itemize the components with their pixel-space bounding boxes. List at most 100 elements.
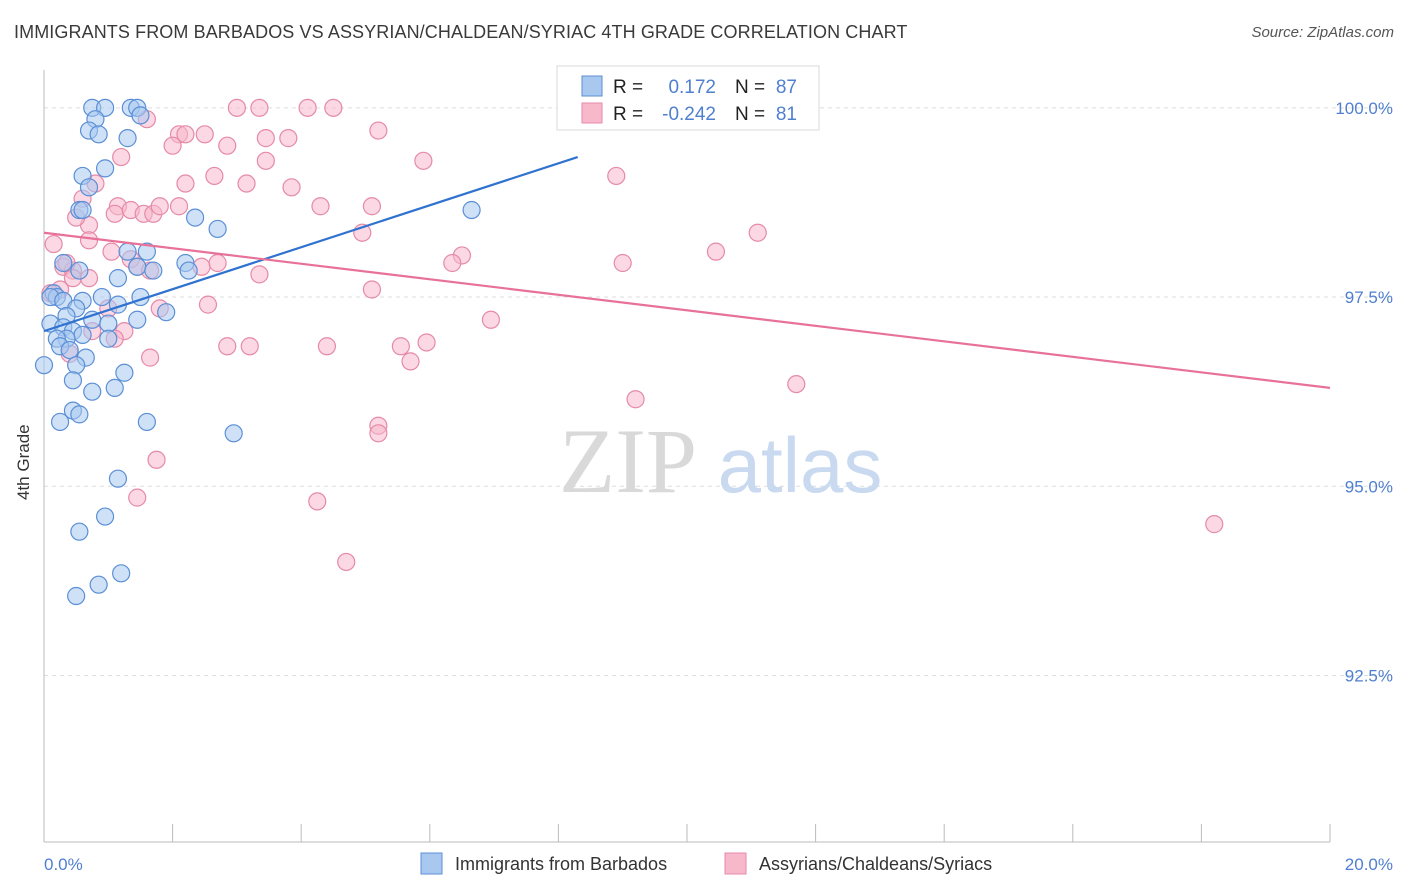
barbados-point [99, 314, 118, 333]
stats-r-value: 0.172 [668, 77, 716, 98]
stats-r-value: -0.242 [662, 104, 716, 125]
assyrian-point [279, 129, 298, 148]
stats-r-label: R = [613, 77, 643, 98]
stats-n-label: N = [735, 77, 765, 98]
assyrian-point [308, 492, 327, 511]
assyrian-point [414, 151, 433, 170]
x-tick-label: 20.0% [1345, 855, 1393, 874]
tick-labels: 100.0% 97.5% 95.0% 92.5% 0.0% 20.0% [44, 99, 1393, 874]
assyrian-point [208, 253, 227, 273]
assyrian-point [626, 390, 645, 409]
barbados-point [157, 303, 176, 322]
assyrian-point [169, 197, 189, 216]
y-tick-label: 92.5% [1345, 666, 1393, 685]
barbados-point [92, 287, 111, 307]
chart-title: IMMIGRANTS FROM BARBADOS VS ASSYRIAN/CHA… [14, 22, 908, 42]
x-tick-label: 0.0% [44, 855, 83, 874]
legend: Immigrants from Barbados Assyrians/Chalde… [420, 852, 992, 875]
assyrian-point [337, 552, 356, 572]
gridlines [44, 107, 1390, 676]
assyrian-point [176, 174, 195, 193]
assyrian-point [112, 147, 131, 167]
assyrian-point [176, 125, 195, 144]
barbados-point [137, 242, 156, 261]
barbados-point [128, 310, 147, 329]
source-label: Source: ZipAtlas.com [1251, 24, 1394, 41]
stats-n-value: 81 [776, 104, 797, 125]
barbados-point [95, 159, 115, 178]
assyrian-point [481, 310, 500, 329]
assyrian-point [324, 98, 343, 117]
barbados-point [67, 586, 86, 606]
assyrian-point [298, 98, 317, 117]
barbados-point [99, 329, 118, 348]
barbados-point [60, 340, 79, 360]
y-tick-label: 95.0% [1345, 477, 1393, 496]
assyrian-point [218, 337, 237, 356]
stats-box: R = 0.172 N = 87 R = -0.242 N = 81 [556, 65, 820, 131]
barbados-point [34, 356, 54, 375]
assyrian-point [79, 231, 99, 250]
legend-barbados-label: Immigrants from Barbados [455, 854, 667, 874]
watermark-zip: ZIP [559, 410, 697, 512]
barbados-point [186, 208, 205, 227]
assyrian-point [102, 242, 121, 261]
stats-r-label: R = [613, 104, 643, 125]
assyrian-point [391, 337, 410, 356]
barbados-point [112, 564, 131, 583]
assyrian-point [237, 174, 256, 193]
barbados-point [89, 575, 108, 594]
assyrian-point [163, 136, 182, 155]
assyrian-point [369, 424, 388, 443]
barbados-point [115, 363, 134, 382]
assyrian-point [443, 253, 462, 273]
assyrian-point [748, 223, 767, 242]
watermark: ZIP atlas [559, 410, 882, 512]
barbados-point [131, 106, 150, 125]
assyrian-point [317, 337, 337, 356]
assyrian-point [369, 121, 388, 140]
barbados-point [70, 261, 89, 280]
assyrian-point [150, 197, 169, 216]
assyrian-point [607, 166, 626, 186]
assyrian-point [128, 488, 147, 507]
barbados-point [73, 200, 92, 220]
assyrian-point [401, 352, 420, 371]
assyrian-point [282, 178, 301, 197]
assyrian-point [140, 348, 160, 367]
axes [43, 70, 1331, 843]
assyrian-point [240, 337, 259, 356]
stats-n-label: N = [735, 104, 765, 125]
barbados-point [70, 405, 89, 424]
stats-n-value: 87 [776, 77, 797, 98]
assyrian-point [195, 125, 214, 144]
assyrian-point [1205, 515, 1224, 534]
assyrian-point [613, 253, 632, 273]
legend-assyrian-label: Assyrians/Chaldeans/Syriacs [759, 854, 992, 874]
assyrian-point [198, 295, 218, 314]
assyrian-point [706, 242, 726, 261]
legend-barbados-swatch [420, 852, 443, 875]
assyrian-point [218, 136, 237, 155]
barbados-point [108, 269, 128, 288]
barbados-trendline [43, 155, 579, 333]
barbados-point [224, 424, 243, 443]
assyrian-point [311, 197, 330, 216]
assyrian-point [250, 265, 269, 284]
barbados-point [50, 412, 70, 432]
barbados-point [79, 178, 99, 197]
barbados-point [179, 261, 198, 280]
barbados-point [105, 378, 124, 397]
assyrian-point [417, 333, 436, 352]
barbados-point [208, 219, 227, 239]
barbados-point [63, 371, 83, 390]
assyrian-point [147, 450, 166, 469]
assyrian-point [256, 151, 275, 170]
barbados-point [70, 522, 89, 541]
assyrian-point [256, 129, 275, 148]
assyrian-point [787, 374, 806, 394]
legend-assyrian-swatch [724, 852, 747, 875]
assyrian-point [250, 98, 269, 117]
barbados-point [67, 356, 86, 375]
assyrian-trendline [43, 231, 1331, 389]
